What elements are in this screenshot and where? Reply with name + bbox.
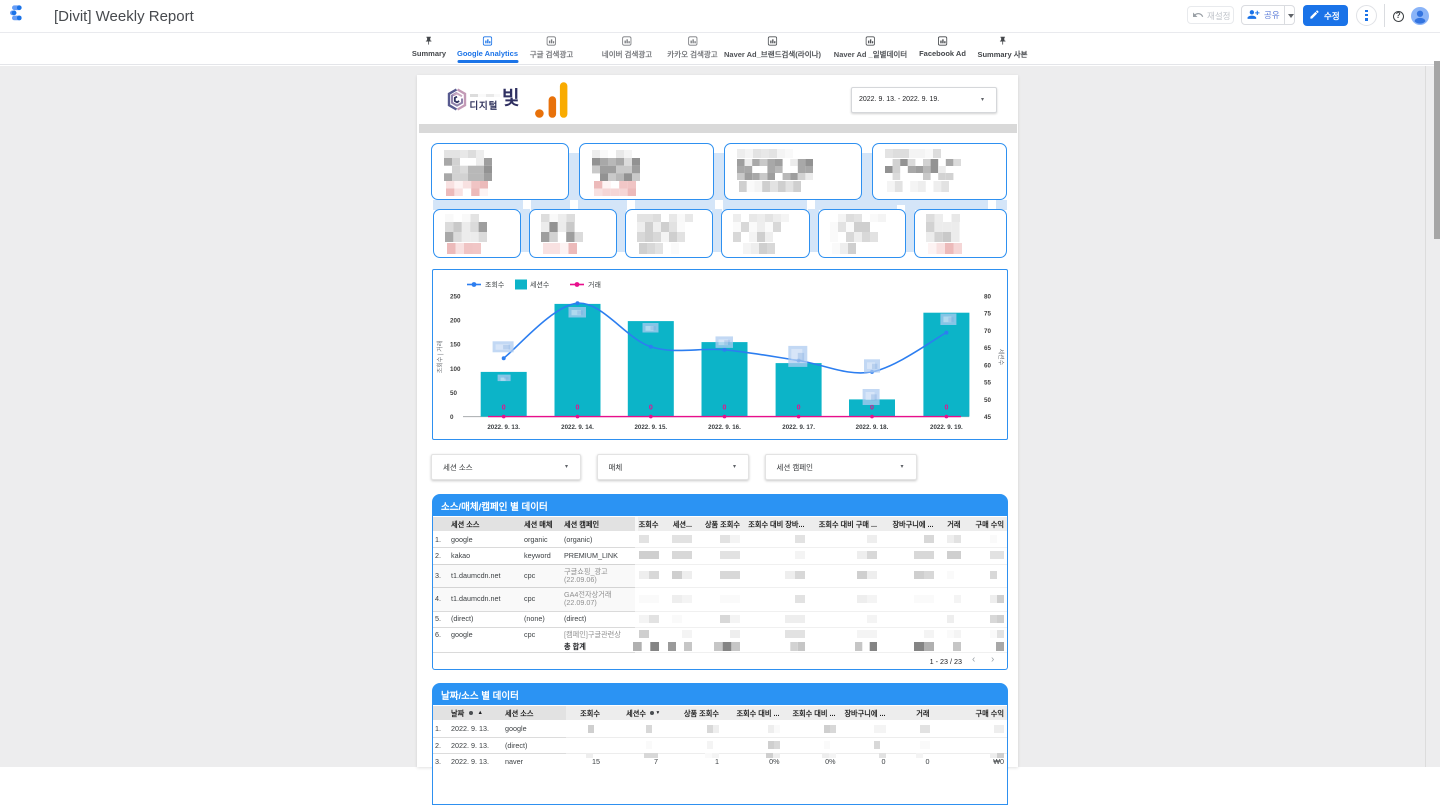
- svg-text:2022. 9. 14.: 2022. 9. 14.: [561, 424, 594, 431]
- svg-text:세션수: 세션수: [997, 349, 1005, 366]
- svg-text:45: 45: [984, 414, 992, 421]
- svg-text:세션수: 세션수: [530, 280, 550, 289]
- svg-text:2022. 9. 16.: 2022. 9. 16.: [708, 424, 741, 431]
- svg-text:0: 0: [649, 405, 653, 412]
- svg-text:250: 250: [450, 293, 461, 300]
- svg-text:2022. 9. 15.: 2022. 9. 15.: [634, 424, 667, 431]
- svg-text:65: 65: [984, 345, 992, 352]
- svg-text:0: 0: [450, 414, 454, 421]
- svg-text:0: 0: [502, 405, 506, 412]
- svg-text:거래: 거래: [588, 280, 601, 289]
- svg-text:조회수 | 거래: 조회수 | 거래: [436, 341, 444, 374]
- svg-text:70: 70: [984, 328, 992, 335]
- svg-text:200: 200: [450, 318, 461, 325]
- svg-text:0: 0: [870, 405, 874, 412]
- svg-text:2022. 9. 17.: 2022. 9. 17.: [782, 424, 815, 431]
- svg-text:80: 80: [984, 293, 992, 300]
- svg-text:0: 0: [576, 405, 580, 412]
- svg-text:0: 0: [797, 405, 801, 412]
- svg-text:0: 0: [723, 405, 727, 412]
- svg-text:60: 60: [984, 362, 992, 369]
- svg-text:조회수: 조회수: [485, 281, 505, 289]
- svg-text:2022. 9. 19.: 2022. 9. 19.: [930, 424, 963, 431]
- svg-text:100: 100: [450, 366, 461, 373]
- svg-text:50: 50: [450, 390, 458, 397]
- svg-text:2022. 9. 13.: 2022. 9. 13.: [487, 424, 520, 431]
- svg-text:55: 55: [984, 380, 992, 387]
- svg-text:150: 150: [450, 342, 461, 349]
- svg-text:2022. 9. 18.: 2022. 9. 18.: [856, 424, 889, 431]
- svg-text:0: 0: [944, 405, 948, 412]
- svg-text:50: 50: [984, 397, 992, 404]
- svg-text:75: 75: [984, 311, 992, 318]
